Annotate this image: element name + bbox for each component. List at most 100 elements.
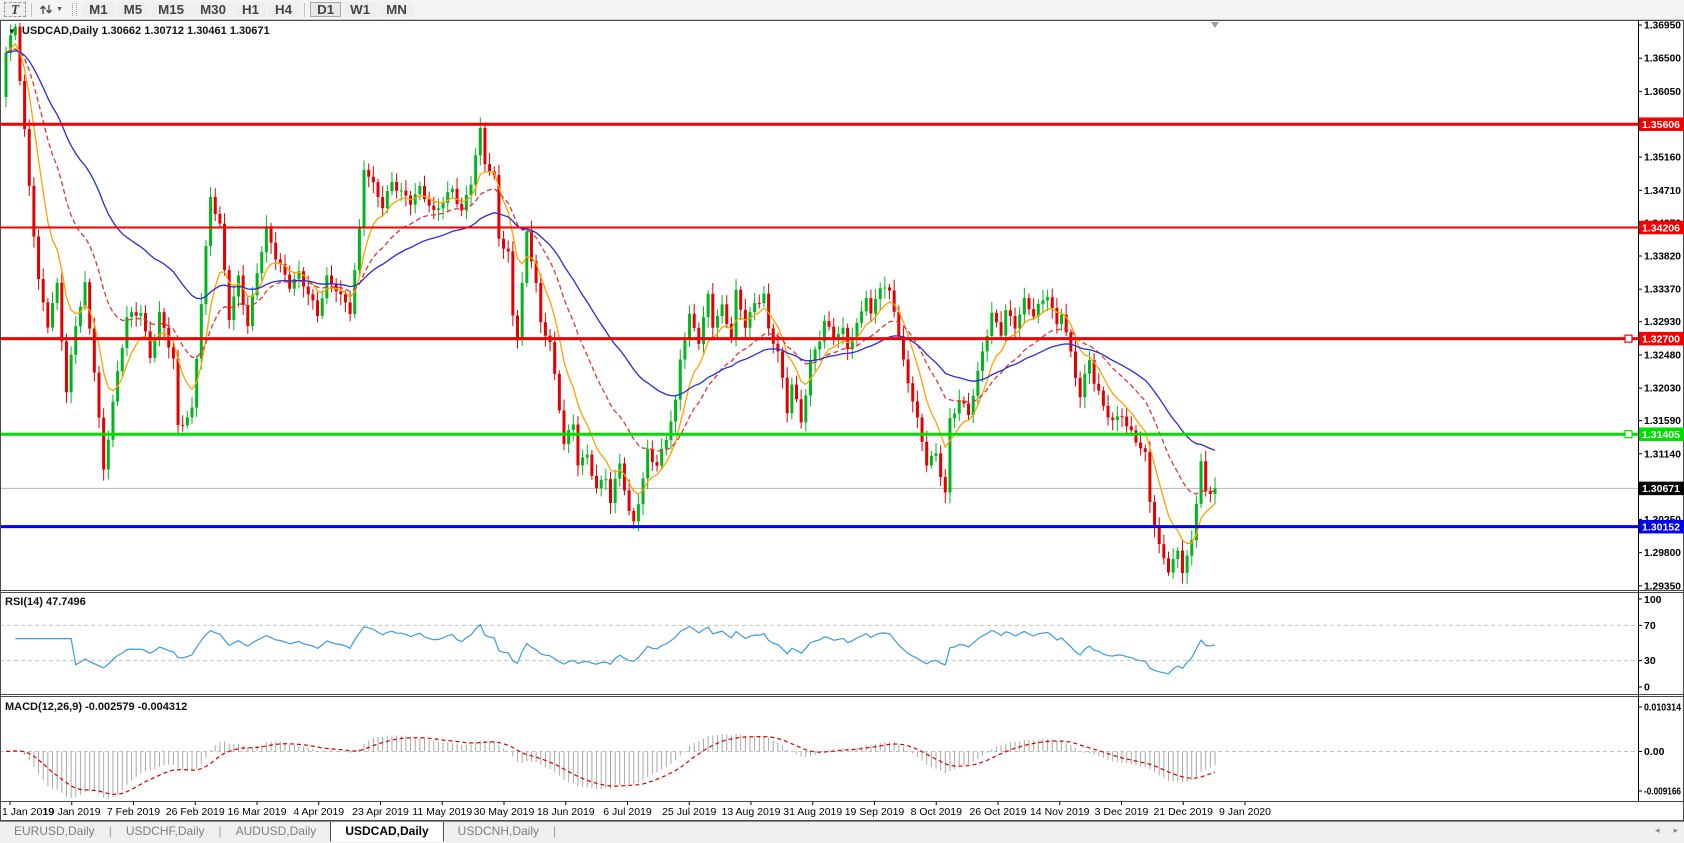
svg-text:1.31405: 1.31405 bbox=[1642, 429, 1680, 441]
toolbar-separator bbox=[304, 2, 306, 17]
timeframe-button-m5[interactable]: M5 bbox=[116, 2, 150, 17]
svg-text:8 Oct 2019: 8 Oct 2019 bbox=[911, 806, 963, 818]
timeframe-button-m15[interactable]: M15 bbox=[151, 2, 192, 17]
tab-separator: | bbox=[108, 824, 112, 838]
svg-text:26 Oct 2019: 26 Oct 2019 bbox=[969, 806, 1026, 818]
svg-text:-0.009166: -0.009166 bbox=[1644, 786, 1681, 798]
timeframe-button-d1[interactable]: D1 bbox=[310, 2, 342, 17]
svg-text:14 Nov 2019: 14 Nov 2019 bbox=[1030, 806, 1090, 818]
svg-text:7 Feb 2019: 7 Feb 2019 bbox=[107, 806, 160, 818]
rsi-line bbox=[15, 623, 1216, 675]
chart-tab-usdchf[interactable]: USDCHF,Daily bbox=[125, 824, 205, 838]
svg-text:1.36050: 1.36050 bbox=[1644, 86, 1681, 98]
chart-tab-eurusd[interactable]: EURUSD,Daily bbox=[14, 824, 95, 838]
svg-text:4 Apr 2019: 4 Apr 2019 bbox=[293, 806, 344, 818]
svg-text:23 Apr 2019: 23 Apr 2019 bbox=[352, 806, 409, 818]
tab-scroll-right-icon[interactable]: ▸ bbox=[1673, 825, 1678, 835]
chart-tab-bar: EURUSD,Daily | USDCHF,Daily | AUDUSD,Daily US… bbox=[0, 821, 1684, 843]
toolbar-separator bbox=[31, 2, 33, 17]
tab-scrollbar: ◂ ▸ bbox=[1655, 826, 1678, 835]
svg-text:0.00: 0.00 bbox=[1644, 746, 1665, 758]
svg-text:30: 30 bbox=[1644, 655, 1656, 667]
tab-separator: | bbox=[218, 824, 222, 838]
timeframe-button-m1[interactable]: M1 bbox=[82, 2, 115, 17]
svg-text:1.33370: 1.33370 bbox=[1644, 284, 1681, 296]
indicator-levels bbox=[0, 624, 1638, 752]
chart-tab-usdcnh[interactable]: USDCNH,Daily bbox=[457, 824, 540, 838]
chart-window[interactable]: 1.369501.365001.360501.356001.351601.347… bbox=[0, 20, 1684, 821]
svg-text:1.33820: 1.33820 bbox=[1644, 250, 1681, 262]
svg-text:1.34710: 1.34710 bbox=[1644, 185, 1681, 197]
timeframe-button-w1[interactable]: W1 bbox=[343, 2, 378, 17]
svg-text:1.35160: 1.35160 bbox=[1644, 152, 1681, 164]
chart-title: ▼ USDCAD,Daily 1.30662 1.30712 1.30461 1… bbox=[8, 25, 270, 37]
svg-text:1.31590: 1.31590 bbox=[1644, 415, 1681, 427]
axis-label-resistance-1.32700: 1.32700 bbox=[1639, 331, 1684, 345]
svg-text:11 May 2019: 11 May 2019 bbox=[412, 806, 472, 818]
slow-ma bbox=[5, 50, 1216, 451]
rsi-indicator-label: RSI(14) 47.7496 bbox=[5, 596, 86, 608]
svg-text:1.30671: 1.30671 bbox=[1642, 483, 1680, 495]
axis-label-support-1.30152: 1.30152 bbox=[1639, 519, 1684, 533]
crosshair-arrows-icon[interactable]: ▼ bbox=[36, 3, 66, 16]
top-toolbar: T ▼ M1 M5 M15 M30 H1 H4 D1 W1 MN bbox=[0, 0, 1684, 20]
svg-text:1.29800: 1.29800 bbox=[1644, 547, 1681, 559]
timeframe-buttons: M1 M5 M15 M30 H1 H4 D1 W1 MN bbox=[81, 2, 415, 17]
hline-support-1.31405[interactable] bbox=[0, 430, 1638, 439]
svg-text:3 Dec 2019: 3 Dec 2019 bbox=[1095, 806, 1149, 818]
timeframe-button-mn[interactable]: MN bbox=[379, 2, 414, 17]
tab-separator: | bbox=[553, 824, 557, 838]
svg-text:6 Jul 2019: 6 Jul 2019 bbox=[603, 806, 652, 818]
svg-text:1.30152: 1.30152 bbox=[1642, 521, 1680, 533]
macd-axis: 0.010314 0.00 -0.009166 bbox=[1638, 702, 1681, 798]
svg-text:21 Dec 2019: 21 Dec 2019 bbox=[1153, 806, 1213, 818]
svg-text:1.32030: 1.32030 bbox=[1644, 383, 1681, 395]
hline-resistance-1.32700[interactable] bbox=[0, 334, 1638, 343]
timeframe-button-h1[interactable]: H1 bbox=[235, 2, 267, 17]
fast-ma bbox=[5, 42, 1216, 545]
candlesticks bbox=[4, 22, 1217, 584]
chart-tab-usdcad[interactable]: USDCAD,Daily bbox=[330, 822, 444, 842]
svg-text:0.010314: 0.010314 bbox=[1644, 702, 1681, 714]
timeframe-button-h4[interactable]: H4 bbox=[268, 2, 300, 17]
price-axis: 1.369501.365001.360501.356001.351601.347… bbox=[1638, 20, 1681, 592]
svg-text:1.29350: 1.29350 bbox=[1644, 580, 1681, 592]
svg-text:1.32480: 1.32480 bbox=[1644, 349, 1681, 361]
svg-text:1.31140: 1.31140 bbox=[1644, 448, 1681, 460]
macd-histogram bbox=[10, 733, 1216, 799]
svg-text:9 Jan 2020: 9 Jan 2020 bbox=[1219, 806, 1271, 818]
toolbar-grip[interactable] bbox=[72, 3, 78, 16]
last-bar-marker-icon bbox=[1211, 22, 1219, 28]
svg-text:13 Aug 2019: 13 Aug 2019 bbox=[722, 806, 781, 818]
text-tool-button[interactable]: T bbox=[4, 2, 27, 17]
dropdown-caret-icon[interactable]: ▼ bbox=[56, 6, 64, 13]
svg-text:1 Jan 2019: 1 Jan 2019 bbox=[2, 806, 54, 818]
chart-canvas[interactable]: 1.369501.365001.360501.356001.351601.347… bbox=[0, 20, 1684, 821]
svg-text:31 Aug 2019: 31 Aug 2019 bbox=[783, 806, 842, 818]
svg-text:1.35606: 1.35606 bbox=[1642, 119, 1680, 131]
svg-text:100: 100 bbox=[1644, 594, 1662, 606]
medium-ma bbox=[5, 48, 1216, 495]
chart-dropdown-icon[interactable]: ▼ bbox=[8, 26, 16, 36]
panel-borders bbox=[0, 20, 1684, 821]
chart-tab-audusd[interactable]: AUDUSD,Daily bbox=[235, 824, 317, 838]
axis-label-support-1.31405: 1.31405 bbox=[1639, 427, 1684, 441]
tab-scroll-left-icon[interactable]: ◂ bbox=[1654, 825, 1660, 835]
chart-ohlc-text: USDCAD,Daily 1.30662 1.30712 1.30461 1.3… bbox=[21, 25, 270, 37]
svg-text:1.32930: 1.32930 bbox=[1644, 316, 1681, 328]
svg-text:25 Jul 2019: 25 Jul 2019 bbox=[662, 806, 716, 818]
axis-label-current-price: 1.30671 bbox=[1639, 481, 1684, 495]
svg-text:1.36950: 1.36950 bbox=[1644, 20, 1681, 32]
svg-text:1.32700: 1.32700 bbox=[1642, 333, 1680, 345]
macd-signal-line bbox=[5, 736, 1216, 795]
svg-text:19 Sep 2019: 19 Sep 2019 bbox=[845, 806, 905, 818]
rsi-axis: 100 70 30 0 bbox=[1638, 594, 1662, 694]
axis-label-resistance-1.35606: 1.35606 bbox=[1639, 117, 1684, 131]
macd-indicator-label: MACD(12,26,9) -0.002579 -0.004312 bbox=[5, 701, 188, 713]
svg-text:16 Mar 2019: 16 Mar 2019 bbox=[228, 806, 287, 818]
svg-text:70: 70 bbox=[1644, 620, 1656, 632]
svg-text:26 Feb 2019: 26 Feb 2019 bbox=[166, 806, 225, 818]
timeframe-button-m30[interactable]: M30 bbox=[193, 2, 233, 17]
